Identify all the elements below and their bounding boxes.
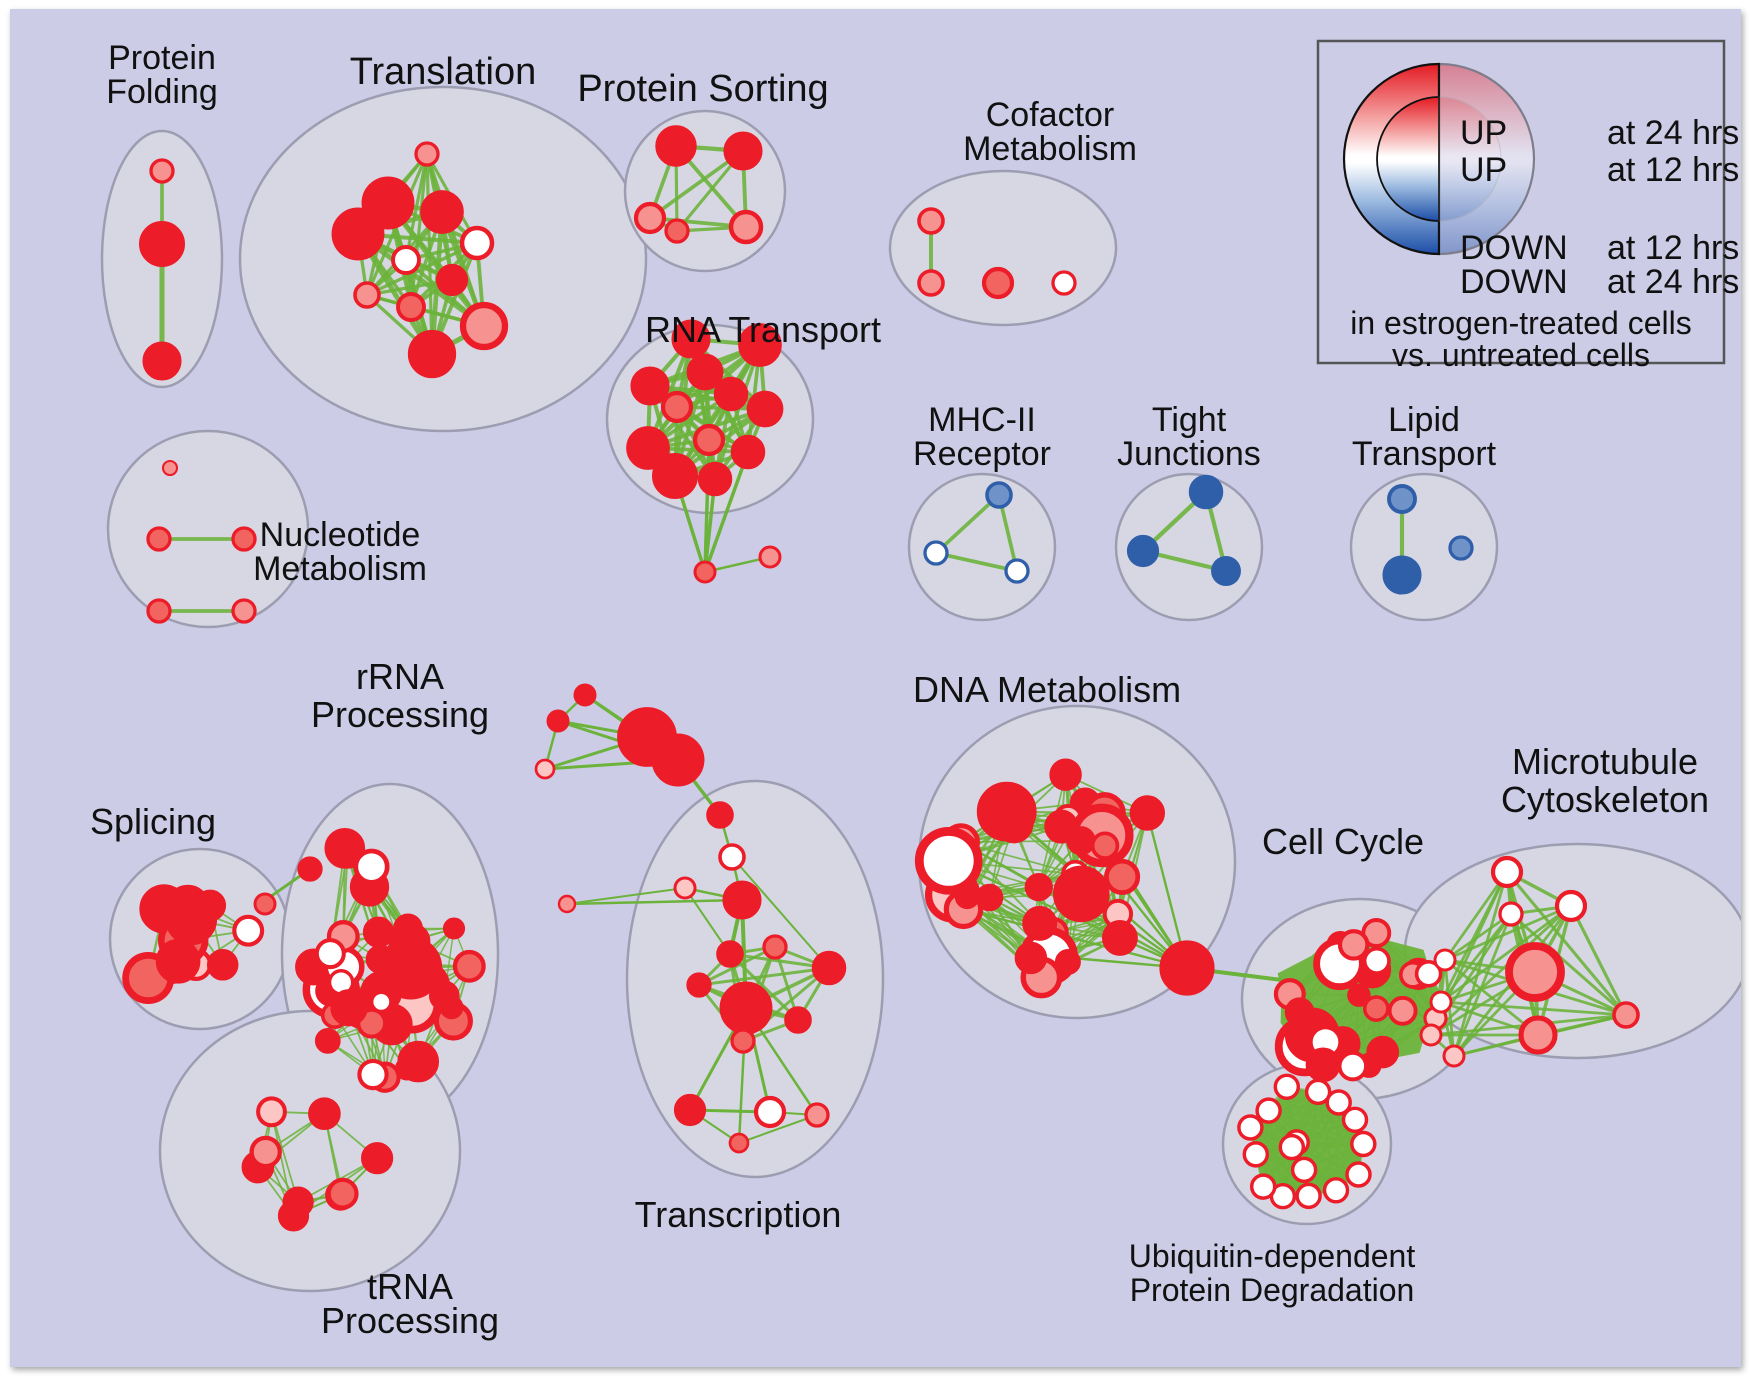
svg-text:vs. untreated cells: vs. untreated cells [1392, 337, 1650, 373]
svg-text:Cell Cycle: Cell Cycle [1262, 821, 1424, 862]
svg-text:at 24 hrs: at 24 hrs [1607, 263, 1739, 301]
svg-text:DOWN: DOWN [1460, 263, 1568, 301]
svg-text:Splicing: Splicing [90, 801, 216, 842]
svg-text:UP: UP [1460, 151, 1507, 189]
svg-text:Translation: Translation [350, 51, 537, 93]
svg-text:RNA Transport: RNA Transport [645, 309, 881, 350]
svg-text:UP: UP [1460, 114, 1507, 152]
svg-text:at 24 hrs: at 24 hrs [1607, 114, 1739, 152]
svg-text:DNA Metabolism: DNA Metabolism [913, 669, 1181, 710]
svg-text:Protein Sorting: Protein Sorting [577, 68, 828, 110]
svg-text:at 12 hrs: at 12 hrs [1607, 229, 1739, 267]
svg-text:DOWN: DOWN [1460, 229, 1568, 267]
svg-text:Transcription: Transcription [635, 1194, 842, 1235]
svg-text:at 12 hrs: at 12 hrs [1607, 151, 1739, 189]
svg-text:in estrogen-treated cells: in estrogen-treated cells [1350, 305, 1692, 341]
